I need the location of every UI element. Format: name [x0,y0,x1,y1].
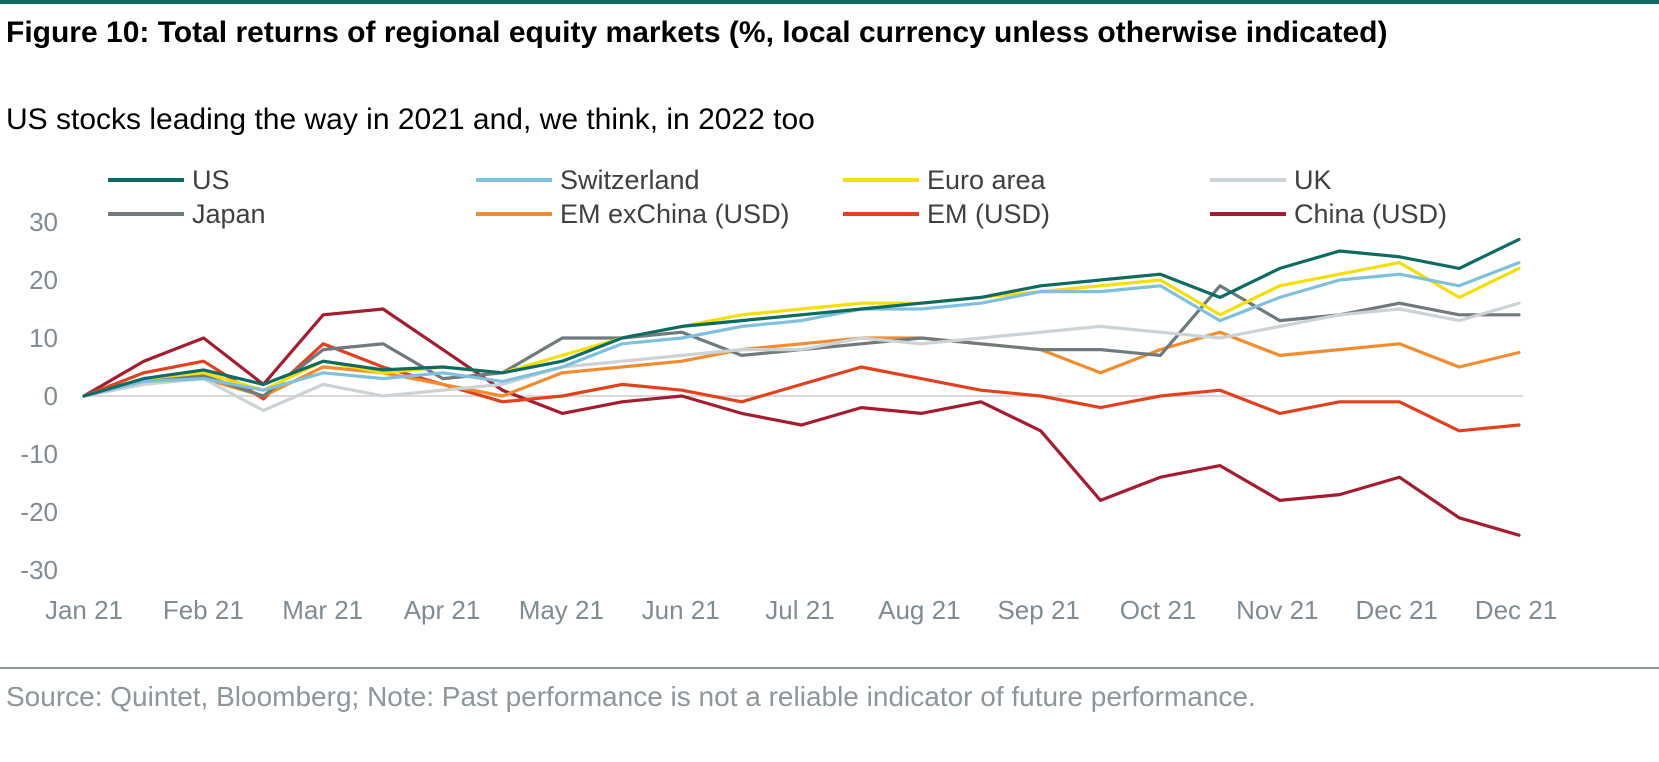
legend-item: UK [1210,165,1332,195]
legend-item: Switzerland [476,165,700,195]
series-line-us [82,237,1521,398]
y-tick-label: 0 [44,381,58,411]
series-lines [82,237,1521,537]
x-tick-label: Jan 21 [45,595,123,625]
legend-label: US [192,165,230,195]
legend-item: China (USD) [1210,199,1447,229]
legend-label: China (USD) [1294,199,1447,229]
legend-item: Japan [108,199,266,229]
x-tick-label: Oct 21 [1120,595,1197,625]
line-chart: US Switzerland Euro area UK Japan EM exChina … [20,165,1557,625]
x-tick-label: Apr 21 [404,595,481,625]
x-tick-label: Mar 21 [282,595,363,625]
legend-label: EM exChina (USD) [560,199,790,229]
x-tick-label: Dec 21 [1355,595,1437,625]
legend-item: Euro area [843,165,1047,195]
x-tick-label: Aug 21 [878,595,960,625]
figure-title: Figure 10: Total returns of regional equ… [6,16,1388,49]
x-tick-label: Jul 21 [765,595,834,625]
y-tick-label: 20 [29,265,58,295]
legend-label: Switzerland [560,165,700,195]
x-tick-label: May 21 [519,595,604,625]
legend-label: Japan [192,199,266,229]
x-axis-ticks: Jan 21 Feb 21 Mar 21 Apr 21 May 21 Jun 21 Jul … [45,595,1557,625]
y-tick-label: -20 [20,497,58,527]
x-tick-label: Sep 21 [997,595,1079,625]
legend-label: Euro area [927,165,1047,195]
series-line-uk [82,301,1521,413]
source-note: Source: Quintet, Bloomberg; Note: Past p… [6,681,1256,712]
y-tick-label: 10 [29,323,58,353]
y-tick-label: 30 [29,207,58,237]
series-line-china-usd [82,307,1521,537]
legend-label: EM (USD) [927,199,1050,229]
series-line-em-exchina-usd [82,330,1521,398]
legend-item: US [108,165,230,195]
y-tick-label: -30 [20,555,58,585]
legend-label: UK [1294,165,1332,195]
bottom-rule [0,667,1659,669]
series-line-em-usd [82,342,1521,433]
x-tick-label: Dec 21 [1475,595,1557,625]
series-line-euro-area [82,260,1521,398]
legend: US Switzerland Euro area UK Japan EM exChina … [108,165,1447,229]
x-tick-label: Nov 21 [1236,595,1318,625]
legend-item: EM exChina (USD) [476,199,790,229]
legend-item: EM (USD) [843,199,1050,229]
top-rule [0,0,1659,4]
x-tick-label: Jun 21 [642,595,720,625]
y-tick-label: -10 [20,439,58,469]
figure-subtitle: US stocks leading the way in 2021 and, w… [6,103,815,136]
y-axis-ticks: 30 20 10 0 -10 -20 -30 [20,207,58,585]
x-tick-label: Feb 21 [163,595,244,625]
series-line-switzerland [82,260,1521,398]
